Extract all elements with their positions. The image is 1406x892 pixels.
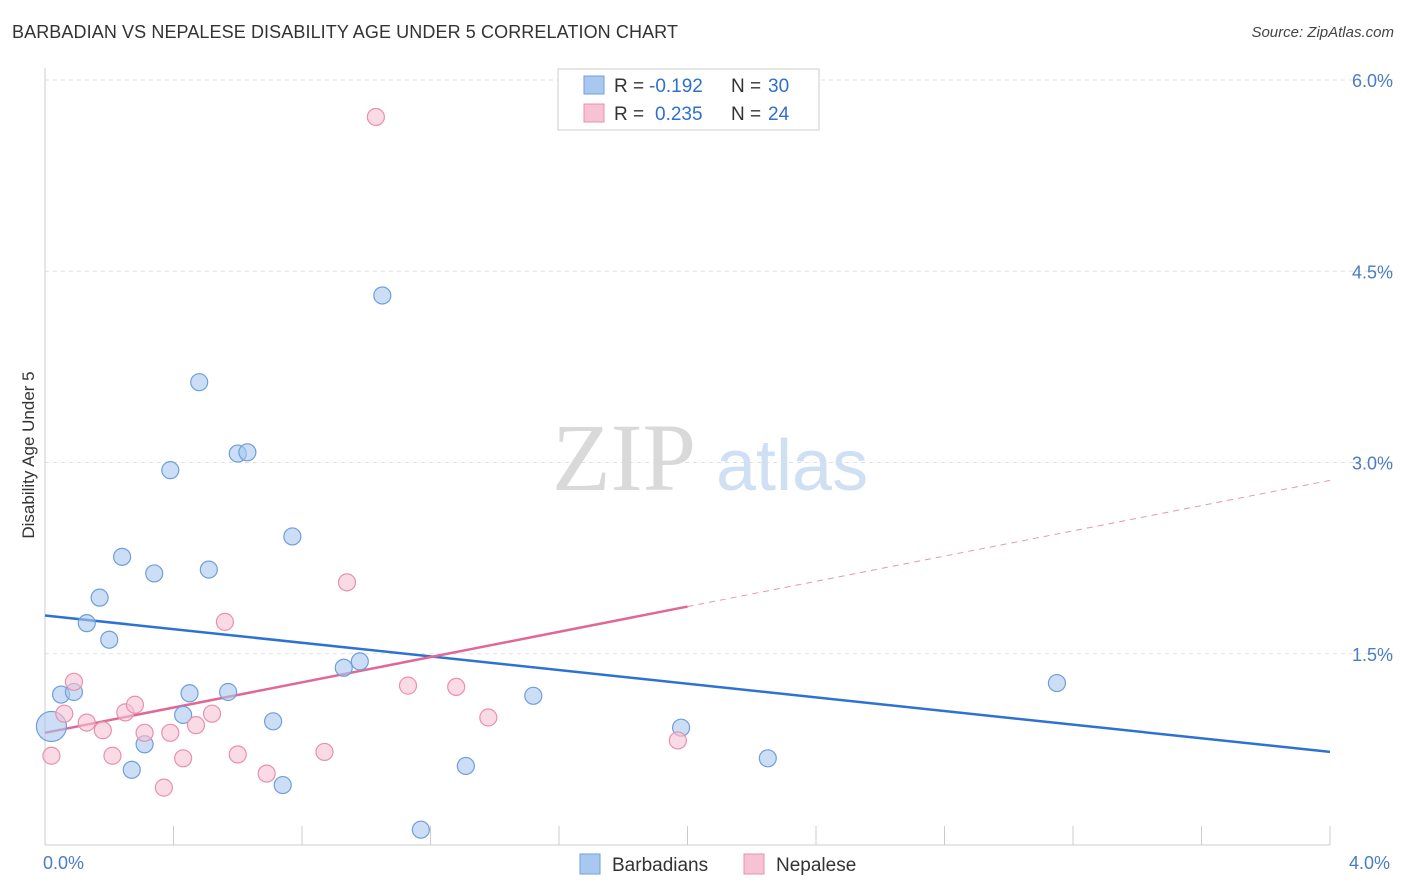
stats-r-label-barbadians: R = bbox=[614, 76, 644, 97]
point-nepalese-4 bbox=[93, 721, 112, 740]
point-nepalese-3 bbox=[77, 713, 96, 732]
point-barbadians-24 bbox=[411, 820, 430, 839]
point-barbadians-29 bbox=[1047, 673, 1067, 693]
point-barbadians-15 bbox=[219, 682, 238, 702]
x-tick-label-min: 0.0% bbox=[43, 853, 84, 873]
stats-swatch-barbadians bbox=[583, 75, 605, 95]
point-nepalese-21 bbox=[447, 677, 466, 697]
stats-n-label-barbadians: N = bbox=[731, 76, 761, 97]
point-nepalese-22 bbox=[479, 708, 498, 727]
point-nepalese-17 bbox=[315, 742, 334, 762]
point-nepalese-1 bbox=[55, 704, 74, 723]
point-barbadians-26 bbox=[524, 686, 543, 705]
legend-swatch-nepalese[interactable] bbox=[743, 853, 765, 875]
point-barbadians-19 bbox=[273, 775, 292, 795]
point-nepalese-0 bbox=[42, 746, 61, 765]
point-barbadians-9 bbox=[145, 564, 164, 583]
source-label: Source: ZipAtlas.com bbox=[1251, 24, 1394, 41]
data-points bbox=[35, 107, 1067, 839]
watermark-zip: ZIP bbox=[552, 404, 696, 511]
stats-r-label-nepalese: R = bbox=[614, 104, 644, 125]
point-nepalese-12 bbox=[186, 716, 206, 735]
point-barbadians-23 bbox=[373, 286, 392, 305]
stats-n-label-nepalese: N = bbox=[731, 104, 761, 125]
point-nepalese-13 bbox=[202, 704, 222, 723]
point-nepalese-7 bbox=[125, 695, 145, 714]
point-barbadians-28 bbox=[758, 749, 777, 768]
point-barbadians-25 bbox=[456, 756, 475, 776]
legend-label-barbadians[interactable]: Barbadians bbox=[612, 855, 708, 876]
point-nepalese-11 bbox=[174, 749, 193, 768]
stats-n-value-nepalese: 24 bbox=[768, 104, 790, 125]
point-barbadians-11 bbox=[174, 705, 193, 725]
trend-lines bbox=[44, 479, 1331, 754]
point-barbadians-18 bbox=[263, 712, 283, 731]
stats-n-value-barbadians: 30 bbox=[768, 76, 789, 97]
y-axis-title: Disability Age Under 5 bbox=[19, 371, 38, 538]
stats-r-value-nepalese: 0.235 bbox=[655, 104, 703, 125]
trend-line-1 bbox=[44, 605, 688, 735]
stats-legend: R = -0.192 N = 30 R = 0.235 N = 24 bbox=[557, 68, 820, 131]
point-nepalese-14 bbox=[215, 612, 234, 631]
point-nepalese-16 bbox=[257, 764, 276, 783]
point-barbadians-6 bbox=[112, 547, 132, 566]
point-barbadians-20 bbox=[283, 527, 302, 546]
point-barbadians-14 bbox=[199, 560, 218, 579]
y-tick-label-1: 3.0% bbox=[1352, 454, 1393, 474]
point-barbadians-10 bbox=[161, 461, 180, 480]
point-barbadians-13 bbox=[190, 373, 209, 392]
y-tick-labels: 1.5% 3.0% 4.5% 6.0% bbox=[1352, 71, 1393, 665]
grid-lines bbox=[45, 79, 1395, 655]
point-nepalese-9 bbox=[154, 778, 173, 797]
series-legend: Barbadians Nepalese bbox=[579, 853, 856, 876]
y-tick-label-2: 4.5% bbox=[1352, 262, 1393, 282]
point-nepalese-20 bbox=[398, 676, 418, 695]
point-nepalese-8 bbox=[135, 723, 154, 742]
point-nepalese-2 bbox=[64, 672, 84, 691]
legend-label-nepalese[interactable]: Nepalese bbox=[776, 855, 856, 876]
x-tick-label-max: 4.0% bbox=[1349, 853, 1390, 873]
legend-swatch-barbadians[interactable] bbox=[579, 853, 601, 875]
point-nepalese-5 bbox=[103, 746, 122, 765]
y-tick-label-3: 6.0% bbox=[1352, 71, 1393, 91]
point-barbadians-5 bbox=[100, 630, 119, 649]
point-nepalese-10 bbox=[161, 723, 180, 742]
point-barbadians-7 bbox=[122, 760, 141, 779]
point-barbadians-17 bbox=[238, 443, 257, 462]
point-nepalese-19 bbox=[366, 107, 385, 127]
x-ticks bbox=[173, 826, 1331, 845]
y-tick-label-0: 1.5% bbox=[1352, 645, 1393, 665]
stats-swatch-nepalese bbox=[583, 103, 605, 123]
chart-title: BARBADIAN VS NEPALESE DISABILITY AGE UND… bbox=[12, 22, 679, 42]
point-barbadians-21 bbox=[334, 658, 353, 677]
point-barbadians-22 bbox=[350, 652, 369, 671]
point-nepalese-23 bbox=[668, 731, 687, 750]
point-nepalese-18 bbox=[337, 573, 357, 592]
point-barbadians-4 bbox=[90, 588, 109, 607]
stats-r-value-barbadians: -0.192 bbox=[649, 76, 703, 97]
point-barbadians-12 bbox=[180, 684, 199, 703]
point-nepalese-15 bbox=[228, 745, 247, 764]
watermark-atlas: atlas bbox=[716, 426, 868, 506]
trend-line-0 bbox=[44, 614, 1331, 754]
point-barbadians-3 bbox=[77, 614, 96, 633]
